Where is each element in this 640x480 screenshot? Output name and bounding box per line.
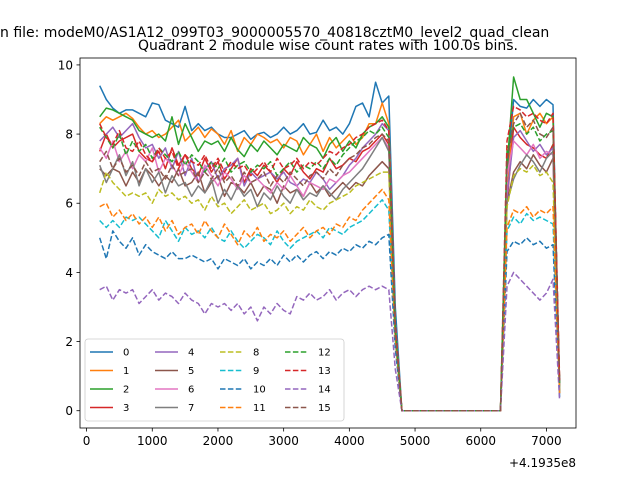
legend-label: 13	[318, 366, 331, 377]
legend-label: 4	[188, 348, 194, 359]
y-tick-label: 0	[65, 404, 73, 418]
series-line-13	[99, 105, 561, 412]
legend-label: 2	[123, 385, 129, 396]
series-line-14	[99, 271, 561, 412]
x-tick-label: 6000	[465, 434, 496, 448]
x-tick-label: 1000	[137, 434, 168, 448]
plot-frame	[79, 57, 577, 429]
y-axis: 0 2 4 6 8 10	[58, 58, 80, 418]
legend-label: 12	[318, 348, 331, 359]
legend-label: 10	[253, 385, 266, 396]
legend-label: 6	[188, 385, 194, 396]
y-tick-label: 2	[65, 335, 73, 349]
x-tick-label: 0	[83, 434, 91, 448]
y-tick-label: 8	[65, 128, 73, 142]
x-axis: 0 1000 2000 3000 4000 5000 6000 7000	[83, 428, 562, 448]
x-tick-label: 2000	[203, 434, 234, 448]
legend-label: 7	[188, 403, 194, 414]
figure-suptitle: n file: modeM0/AS1A12_099T03_9000005570_…	[0, 25, 549, 41]
plot-lines	[98, 76, 561, 412]
legend-label: 8	[253, 348, 259, 359]
x-tick-label: 7000	[531, 434, 562, 448]
legend-label: 1	[123, 366, 129, 377]
x-tick-label: 5000	[400, 434, 431, 448]
legend-label: 9	[253, 366, 259, 377]
legend-label: 0	[123, 348, 129, 359]
y-tick-label: 6	[65, 197, 73, 211]
legend-label: 5	[188, 366, 194, 377]
legend-label: 11	[253, 403, 266, 414]
legend-label: 3	[123, 403, 129, 414]
legend-label: 15	[318, 403, 331, 414]
x-tick-label: 4000	[334, 434, 365, 448]
x-tick-label: 3000	[268, 434, 299, 448]
chart-title: Quadrant 2 module wise count rates with …	[138, 38, 518, 54]
y-tick-label: 10	[58, 58, 73, 72]
y-tick-label: 4	[65, 266, 73, 280]
legend-box	[84, 338, 345, 422]
x-offset-label: +4.1935e8	[509, 456, 576, 470]
series-line-15	[99, 112, 561, 412]
legend-label: 14	[318, 385, 331, 396]
